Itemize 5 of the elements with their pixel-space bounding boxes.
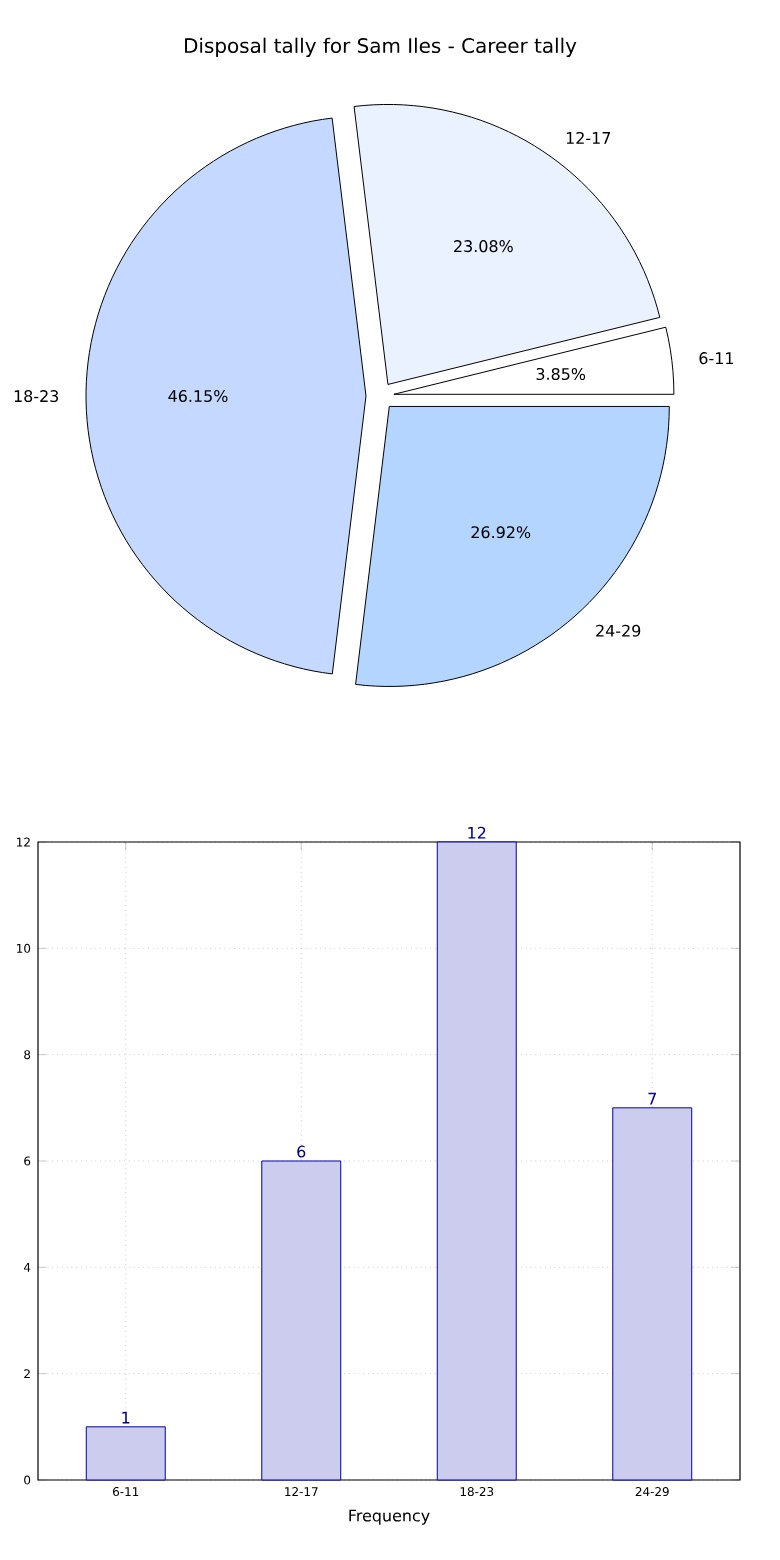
bar — [261, 1160, 342, 1481]
bar — [85, 1426, 166, 1481]
chart-title: Disposal tally for Sam Iles - Career tally — [185, 37, 577, 57]
bar — [612, 1107, 693, 1481]
bar — [436, 841, 517, 1481]
